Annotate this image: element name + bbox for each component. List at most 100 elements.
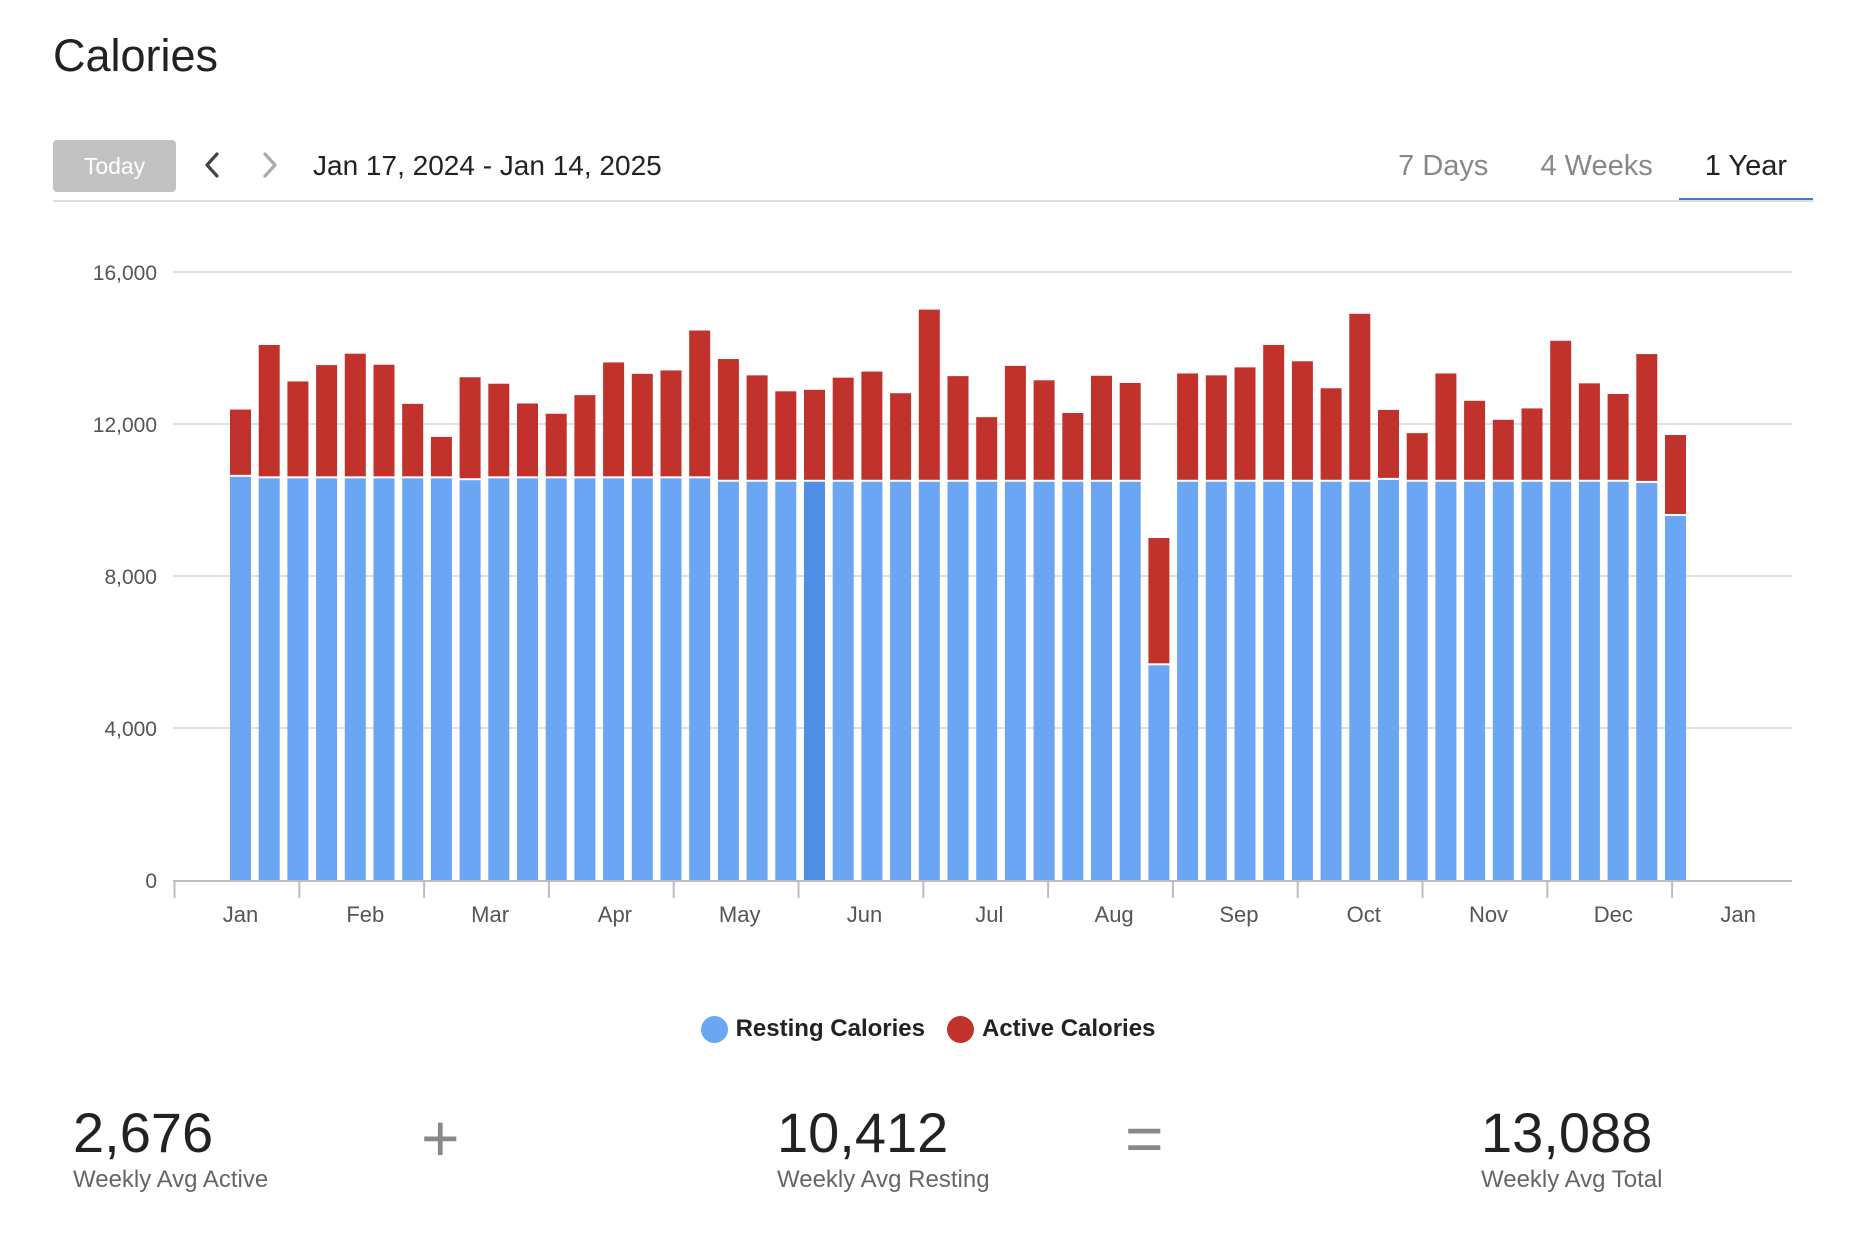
resting-calories-bar [1464, 481, 1486, 880]
active-calories-bar [832, 377, 854, 480]
resting-calories-bar [1607, 481, 1629, 880]
resting-calories-bar [603, 478, 625, 880]
tab-7-days[interactable]: 7 Days [1398, 150, 1489, 182]
weekly-avg-active-value: 2,676 [73, 1101, 214, 1164]
active-calories-bar [574, 395, 596, 477]
resting-calories-bar [1291, 481, 1313, 880]
resting-calories-bar [316, 478, 338, 880]
resting-calories-bar [1378, 479, 1399, 880]
resting-calories-bar [631, 478, 653, 880]
resting-calories-bar [1636, 482, 1658, 880]
resting-calories-bar [1033, 481, 1055, 880]
resting-calories-bar [804, 481, 825, 880]
equals-sign: = [1125, 1101, 1164, 1175]
y-tick-label: 12,000 [93, 414, 157, 437]
active-calories-bar [1378, 409, 1399, 478]
legend-item-active[interactable]: Active Calories [946, 1015, 1156, 1043]
resting-calories-bar [1234, 481, 1256, 880]
active-calories-bar [717, 359, 739, 480]
active-calories-bar [459, 377, 481, 479]
resting-calories-bar [258, 478, 280, 880]
resting-calories-bar [1349, 481, 1371, 880]
resting-calories-bar [545, 478, 567, 880]
active-calories-bar [1578, 383, 1600, 480]
active-calories-bar [1320, 388, 1342, 480]
resting-calories-bar [1578, 481, 1600, 880]
active-calories-bar [373, 364, 395, 477]
date-toolbar: Today Jan 17, 2024 - Jan 14, 2025 7 Days… [53, 138, 1814, 202]
resting-calories-bar [832, 481, 854, 880]
resting-calories-bar [574, 478, 596, 880]
resting-calories-bar [1062, 481, 1084, 880]
weekly-avg-active-label: Weekly Avg Active [73, 1165, 269, 1193]
legend-item-resting[interactable]: Resting Calories [700, 1015, 925, 1043]
resting-calories-bar [1521, 481, 1543, 880]
today-button[interactable]: Today [53, 140, 176, 192]
stat-weekly-avg-active: 2,676 Weekly Avg Active [73, 1102, 268, 1194]
active-calories-bar [430, 436, 452, 477]
active-calories-bar [1636, 354, 1658, 481]
active-calories-bar [1177, 373, 1199, 480]
weekly-avg-total-label: Weekly Avg Total [1481, 1165, 1663, 1193]
active-calories-bar [1205, 375, 1227, 480]
active-calories-bar [1062, 412, 1084, 480]
legend-label-active: Active Calories [981, 1015, 1156, 1042]
resting-calories-bar [1320, 481, 1342, 880]
active-calories-bar [804, 389, 825, 480]
chevron-left-icon [205, 152, 219, 178]
resting-calories-bar [1435, 481, 1457, 880]
active-calories-bar [287, 381, 309, 477]
resting-calories-bar [976, 481, 998, 880]
active-calories-bar [689, 330, 711, 477]
active-calories-bar [746, 375, 768, 480]
resting-calories-bar [775, 481, 797, 880]
resting-calories-bar [1148, 665, 1170, 880]
active-calories-bar [1234, 367, 1256, 480]
resting-calories-bar [344, 478, 366, 880]
chart-legend: Resting Calories Active Calories [0, 1015, 1856, 1043]
next-period-button[interactable] [255, 150, 285, 180]
x-tick-label: Apr [598, 902, 632, 927]
resting-calories-bar [373, 478, 395, 880]
resting-calories-bar [430, 478, 452, 880]
x-tick-label: Mar [471, 902, 509, 927]
active-calories-bar [517, 403, 538, 477]
resting-calories-bar [1177, 481, 1199, 880]
active-calories-bar [1492, 419, 1514, 480]
x-tick-label: Oct [1347, 902, 1381, 927]
resting-calories-bar [459, 480, 481, 880]
resting-calories-bar [1119, 481, 1141, 880]
previous-period-button[interactable] [197, 150, 227, 180]
x-tick-label: Nov [1469, 902, 1508, 927]
resting-calories-bar [918, 481, 940, 880]
resting-calories-bar [660, 478, 682, 880]
active-calories-bar [344, 353, 366, 477]
resting-calories-bar [1406, 481, 1428, 880]
active-calories-bar [1550, 340, 1572, 480]
weekly-avg-total-value: 13,088 [1481, 1101, 1653, 1164]
resting-calories-bar [1550, 481, 1572, 880]
stat-weekly-avg-total: 13,088 Weekly Avg Total [1481, 1102, 1662, 1194]
x-tick-label: Jul [975, 902, 1003, 927]
active-calories-bar [947, 376, 969, 480]
weekly-avg-resting-value: 10,412 [777, 1101, 949, 1164]
active-calories-bar [603, 362, 625, 477]
y-tick-label: 0 [145, 870, 157, 893]
calories-bar-chart: 0 4,000 8,000 12,000 16,000 Jan Feb Mar Apr May Ju… [93, 262, 1792, 927]
active-calories-bar [1349, 313, 1371, 480]
date-range-label: Jan 17, 2024 - Jan 14, 2025 [313, 150, 662, 181]
active-calories-bar [1291, 361, 1313, 480]
weekly-avg-resting-label: Weekly Avg Resting [777, 1165, 990, 1193]
x-tick-label: Sep [1219, 902, 1258, 927]
active-calories-bar [1607, 393, 1629, 480]
resting-calories-bar [1492, 481, 1514, 880]
active-calories-bar [1435, 373, 1457, 480]
active-calories-bar [918, 309, 940, 480]
tab-4-weeks[interactable]: 4 Weeks [1540, 150, 1653, 182]
resting-calories-bar [717, 481, 739, 880]
active-calories-bar [230, 409, 251, 475]
y-tick-label: 4,000 [104, 718, 157, 741]
x-tick-label: Aug [1095, 902, 1134, 927]
resting-calories-bar [746, 481, 768, 880]
resting-calories-bar [1263, 481, 1285, 880]
